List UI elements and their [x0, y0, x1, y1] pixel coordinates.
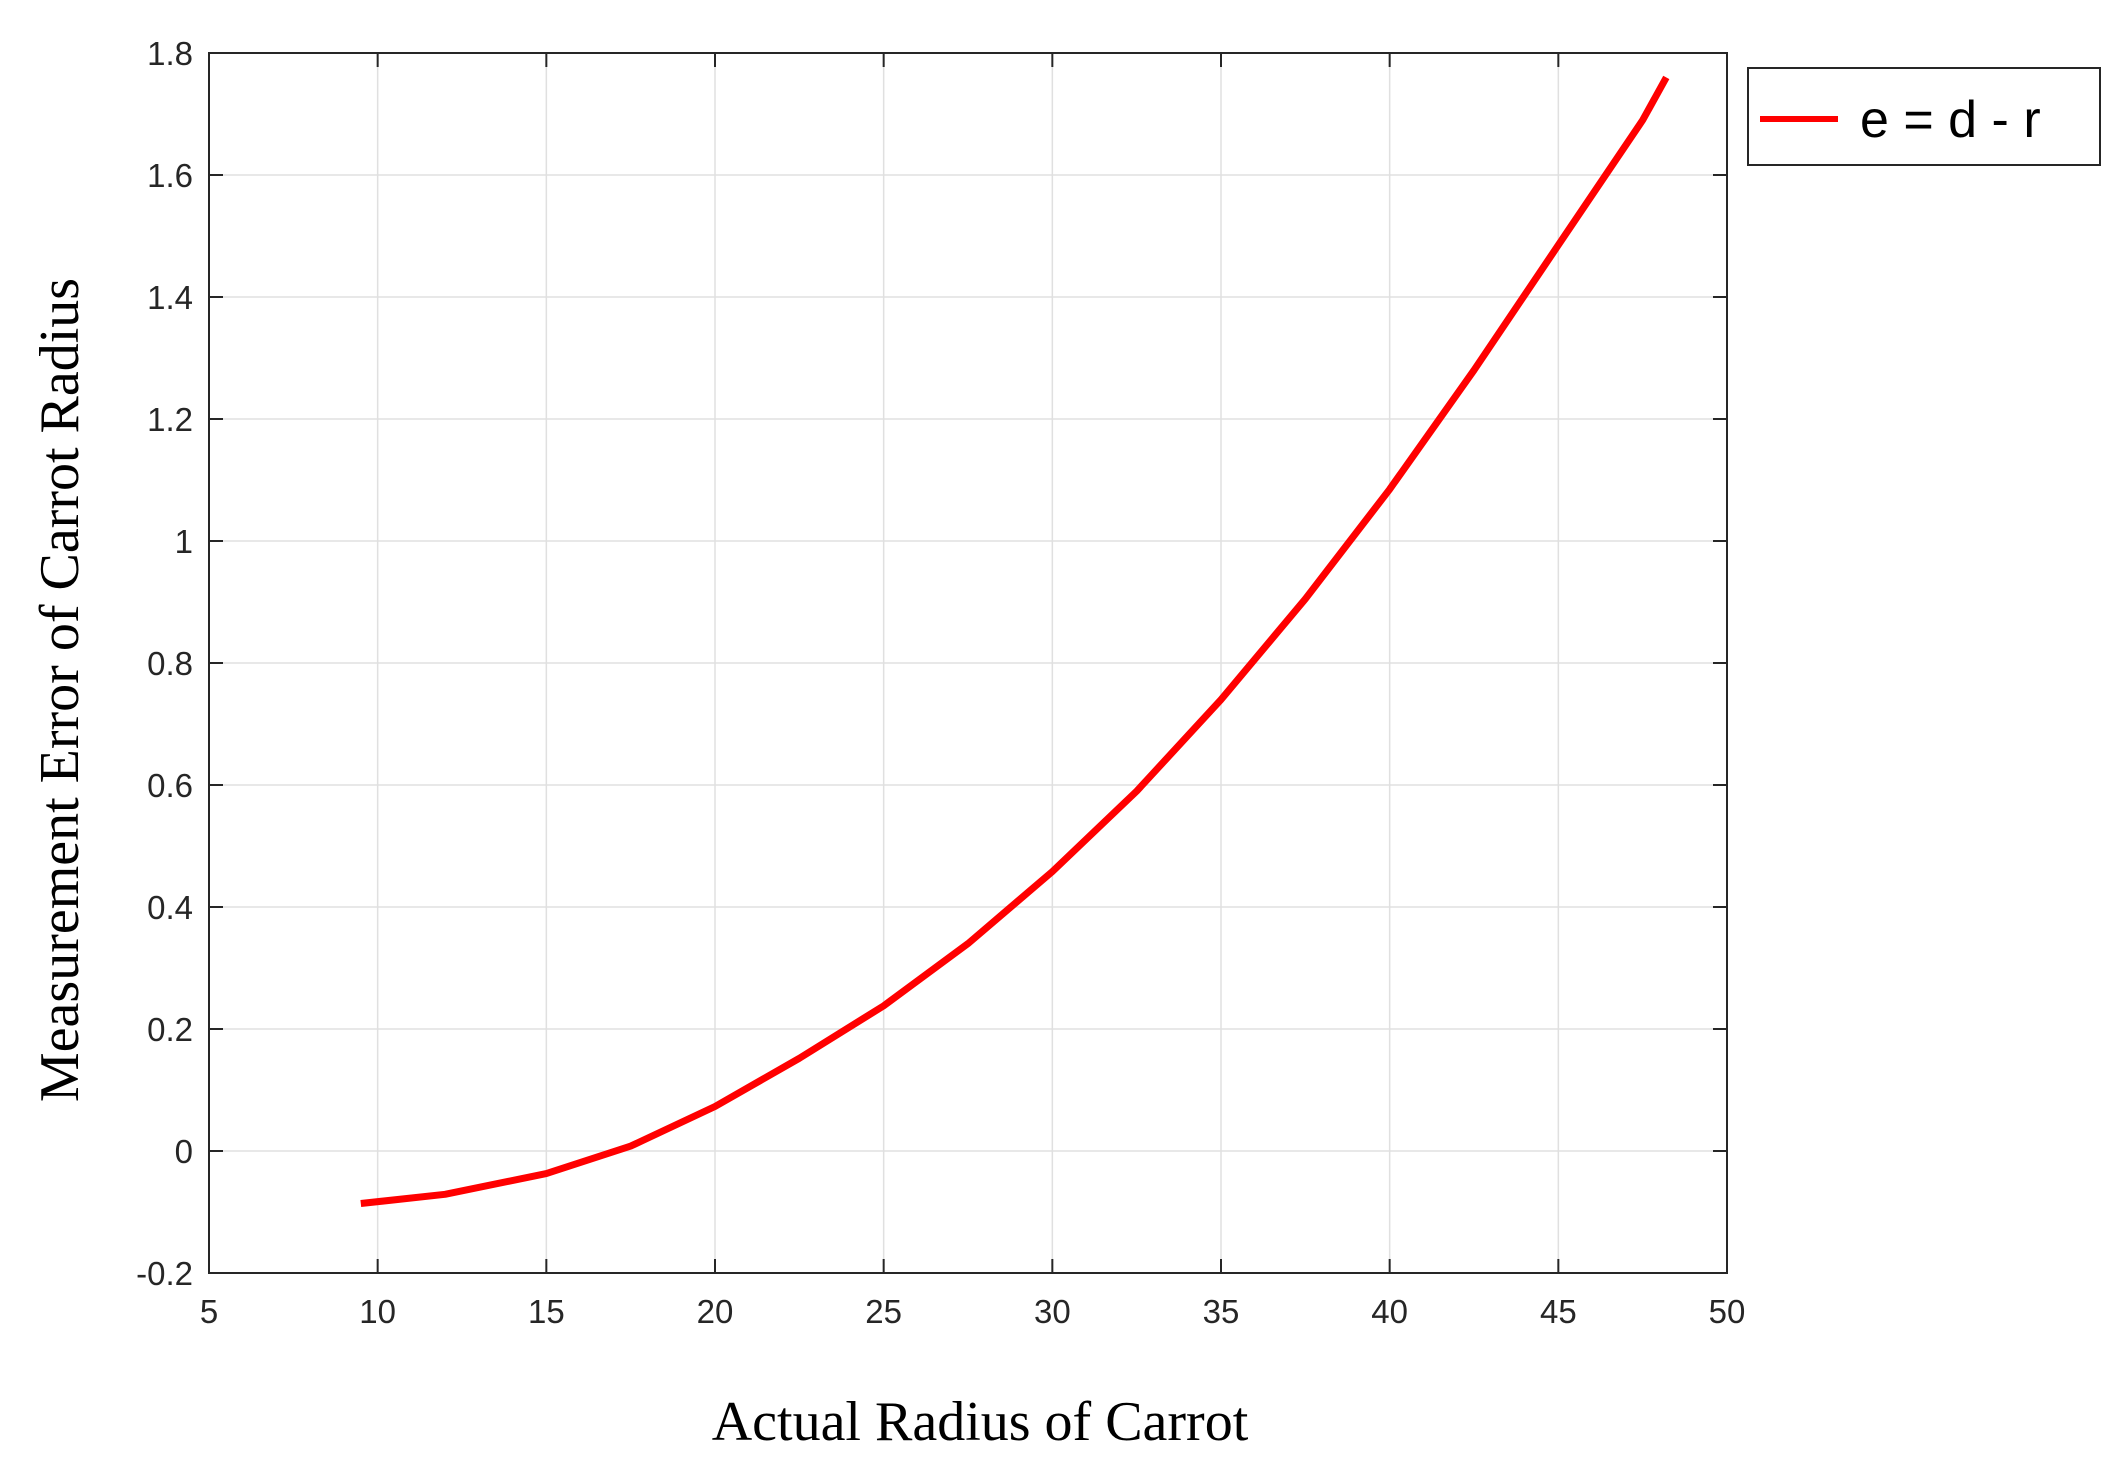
y-tick-label: 0.4 [147, 889, 193, 926]
legend: e = d - r [1747, 67, 2101, 166]
x-tick-label: 10 [359, 1293, 396, 1330]
y-tick-label: 1.6 [147, 157, 193, 194]
series-layer [360, 75, 1670, 1207]
y-tick-label: 1.2 [147, 401, 193, 438]
y-tick-label: 0.6 [147, 767, 193, 804]
x-tick-label: 40 [1371, 1293, 1408, 1330]
legend-label-e-equals-d-minus-r: e = d - r [1860, 91, 2041, 149]
plot-frame [208, 52, 1728, 1274]
y-tick-label: 1.8 [147, 35, 193, 72]
x-tick-label: 15 [528, 1293, 565, 1330]
x-axis-label: Actual Radius of Carrot [712, 1391, 1249, 1453]
x-tick-label: 20 [697, 1293, 734, 1330]
x-tick-label: 50 [1709, 1293, 1746, 1330]
y-tick-label: 0 [175, 1133, 193, 1170]
y-tick-label: 1 [175, 523, 193, 560]
x-tick-label: 45 [1540, 1293, 1577, 1330]
y-tick-labels: -0.2 0 0.2 0.4 0.6 0.8 1 1.2 1.4 1.6 1.8 [136, 35, 193, 1292]
y-tick-label: -0.2 [136, 1255, 193, 1292]
x-tick-labels: 5 10 15 20 25 30 35 40 45 50 [200, 1293, 1746, 1330]
y-tick-label: 1.4 [147, 279, 193, 316]
x-tick-label: 30 [1034, 1293, 1071, 1330]
x-tick-label: 25 [865, 1293, 902, 1330]
y-tick-label: 0.8 [147, 645, 193, 682]
x-tick-label: 35 [1203, 1293, 1240, 1330]
x-tick-label: 5 [200, 1293, 218, 1330]
y-axis-label: Measurement Error of Carrot Radius [29, 278, 91, 1102]
y-tick-label: 0.2 [147, 1011, 193, 1048]
series-line-0 [360, 75, 1670, 1207]
